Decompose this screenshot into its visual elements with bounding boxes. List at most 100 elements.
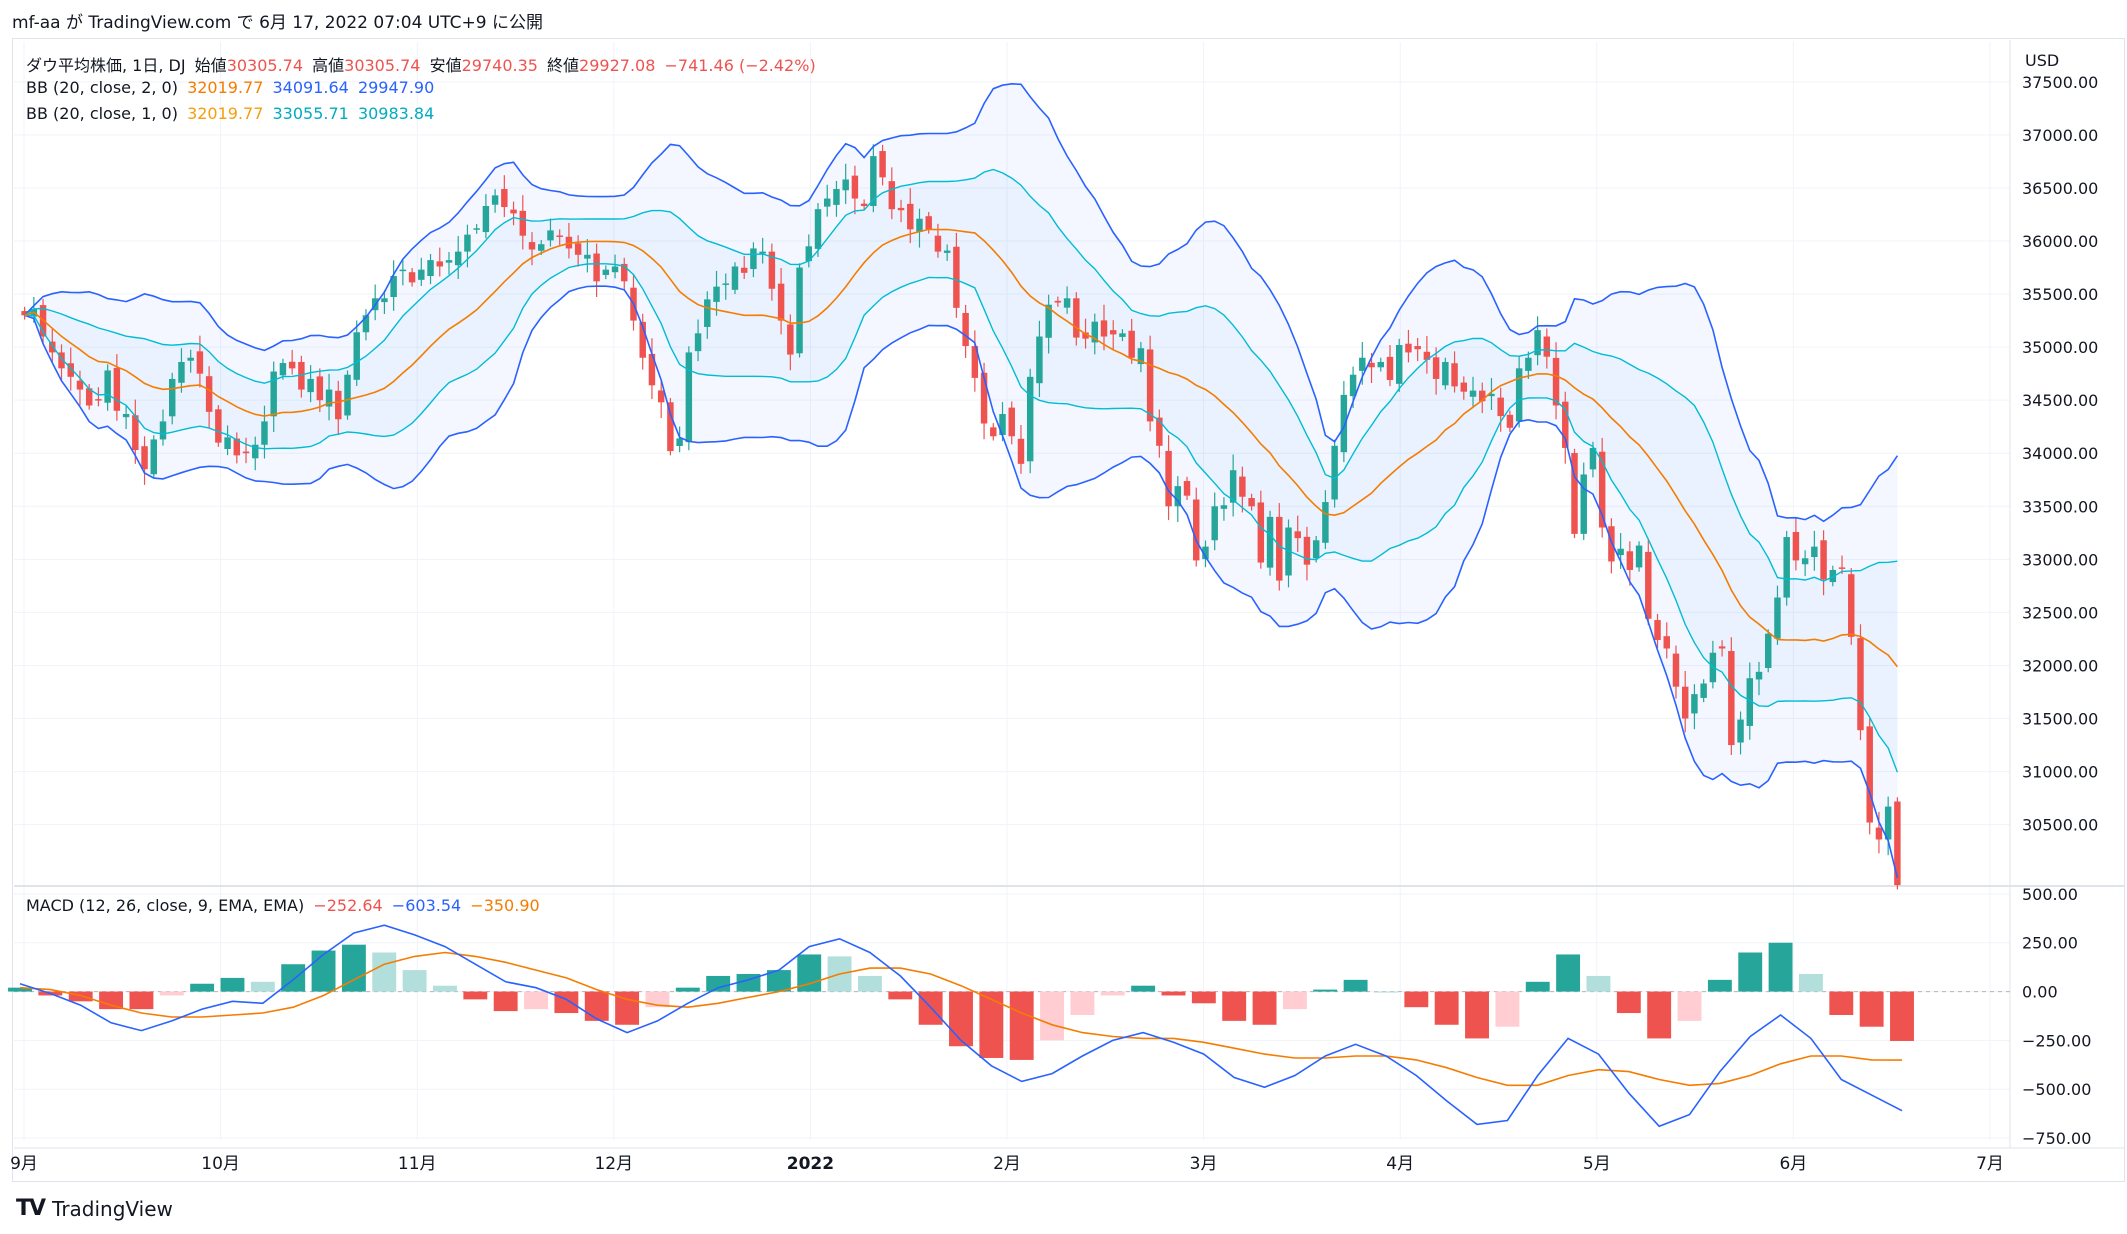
bb2-lower-line (24, 285, 1899, 878)
candle-body (85, 388, 93, 406)
candle-body (805, 246, 813, 262)
macd-histogram-bar (1404, 991, 1429, 1008)
macd-hist-value: −252.64 (313, 896, 383, 915)
candle-body (242, 451, 250, 454)
candle-body (685, 352, 693, 443)
candle-body (907, 203, 914, 230)
time-axis-label: 4月 (1386, 1154, 1414, 1174)
macd-histogram-bar (979, 991, 1004, 1058)
candle-body (1543, 336, 1551, 357)
time-axis-label: 2022 (787, 1154, 834, 1174)
macd-histogram-bar (1100, 991, 1125, 996)
candle-body (58, 352, 65, 369)
macd-axis-label: −750.00 (2022, 1129, 2091, 1148)
currency-label: USD (2025, 51, 2059, 70)
candle-body (796, 267, 803, 354)
macd-histogram-bar (1040, 991, 1065, 1041)
macd-histogram-bar (159, 991, 184, 996)
candle-body (325, 389, 333, 407)
macd-histogram-bar (1890, 991, 1914, 1041)
candle-body (1534, 330, 1541, 356)
candle-body (1820, 540, 1827, 580)
chart-frame (12, 38, 2125, 1182)
price-axis-label: 36000.00 (2022, 232, 2098, 251)
time-axis-label: 5月 (1583, 1154, 1611, 1174)
candle-body (1848, 574, 1855, 637)
macd-histogram-bar (1434, 991, 1459, 1025)
candle-body (261, 421, 268, 445)
symbol-label[interactable]: ダウ平均株価, 1日, DJ (26, 56, 186, 75)
candle-body (390, 276, 397, 298)
candle-body (150, 439, 157, 475)
candle-body (1580, 474, 1587, 534)
candle-body (1045, 304, 1052, 338)
candle-body (1488, 393, 1495, 397)
candle-body (1783, 537, 1790, 598)
candle-body (519, 210, 527, 236)
candle-body (750, 248, 757, 270)
candle-body (427, 260, 434, 277)
footer-brand[interactable]: TV TradingView (16, 1196, 173, 1221)
macd-signal-value: −350.90 (470, 896, 540, 915)
candle-body (1451, 363, 1458, 387)
candle-body (943, 250, 951, 253)
candle-body (731, 266, 739, 290)
candle-body (713, 286, 720, 302)
macd-line (19, 924, 1903, 1128)
macd-histogram-bar (311, 950, 336, 992)
bb1-legend: BB (20, close, 1, 0) 32019.77 33055.71 3… (26, 104, 438, 123)
macd-histogram-bar (1313, 989, 1338, 992)
candle-body (1681, 686, 1689, 719)
bb1-label[interactable]: BB (20, close, 1, 0) (26, 104, 178, 123)
candle-body (1073, 298, 1080, 338)
macd-label[interactable]: MACD (12, 26, close, 9, EMA, EMA) (26, 896, 305, 915)
time-axis-label: 11月 (398, 1154, 437, 1174)
close-value: 29927.08 (579, 56, 656, 75)
high-label: 高値 (312, 56, 345, 75)
candle-body (1442, 361, 1449, 386)
candle-body (611, 266, 619, 273)
candle-body (1128, 330, 1135, 358)
candle-body (445, 260, 453, 263)
candle-body (335, 390, 342, 420)
candle-body (925, 216, 932, 230)
candle-body (501, 189, 508, 208)
candle-body (759, 251, 766, 254)
candle-body (1626, 551, 1634, 570)
candle-body (1700, 683, 1707, 698)
candle-body (648, 353, 656, 386)
candle-body (879, 151, 886, 178)
candle-body (593, 253, 600, 282)
candle-body (971, 346, 979, 378)
bb2-label[interactable]: BB (20, close, 2, 0) (26, 78, 178, 97)
time-axis-label: 12月 (594, 1154, 633, 1174)
candle-body (639, 321, 646, 358)
publish-info: mf-aa が TradingView.com で 6月 17, 2022 07… (12, 13, 543, 33)
macd-histogram-bar (1343, 979, 1368, 992)
candle-body (934, 235, 942, 252)
macd-histogram-bar (1282, 991, 1307, 1010)
candle-body (510, 209, 517, 214)
candle-body (1266, 516, 1274, 568)
candle-body (1276, 516, 1283, 581)
candle-body (704, 299, 711, 327)
close-label: 終値 (547, 56, 580, 75)
candle-body (491, 195, 499, 205)
time-axis-label: 10月 (201, 1154, 240, 1174)
candle-body (842, 179, 849, 191)
macd-histogram-bar (1070, 991, 1095, 1015)
candle-body (1737, 719, 1744, 743)
bb1-upper: 33055.71 (272, 104, 349, 123)
macd-histogram-bar (584, 991, 609, 1021)
macd-histogram-bar (220, 977, 245, 992)
open-value: 30305.74 (226, 56, 304, 75)
macd-histogram-bar (1738, 952, 1763, 992)
candle-body (657, 390, 665, 403)
tradingview-logo-icon: TV (16, 1196, 46, 1221)
macd-histogram-bar (1131, 985, 1156, 992)
candle-body (814, 209, 822, 249)
time-axis-label: 6月 (1779, 1154, 1807, 1174)
candle-body (1211, 506, 1218, 541)
candle-body (777, 283, 785, 321)
